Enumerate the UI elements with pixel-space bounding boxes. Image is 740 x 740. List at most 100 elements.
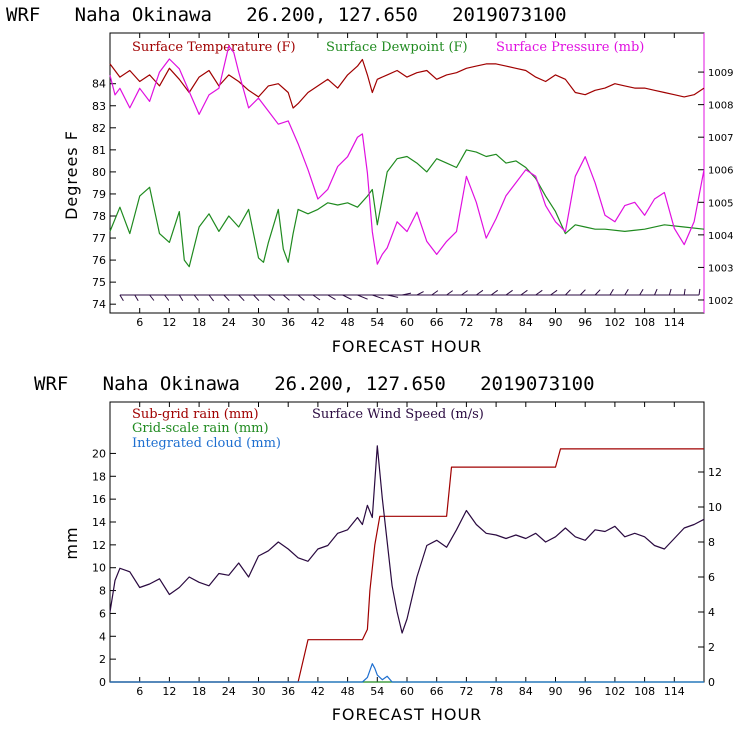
y-tick-label: 79: [92, 188, 106, 201]
wind-barb: [282, 294, 290, 301]
sub-grid-rain-line: [110, 448, 704, 683]
x-tick-label: 60: [400, 316, 414, 329]
y-tick-label: 16: [92, 493, 106, 506]
y2-tick-label: 1009: [708, 68, 733, 79]
panel-1-y-axis-label: Degrees F: [62, 130, 81, 220]
panel-1-x-axis-label: FORECAST HOUR: [332, 337, 483, 356]
y2-tick-label: 1006: [708, 166, 733, 177]
x-tick-label: 78: [489, 685, 503, 698]
x-tick-label: 18: [192, 316, 206, 329]
y-tick-label: 8: [99, 585, 106, 598]
legend-surface-dewpoint: Surface Dewpoint (F): [326, 40, 468, 55]
y-tick-label: 83: [92, 100, 106, 113]
panel-1-x-axis: 6 12 18 24 30 36 42 48 54 60 66 72 78 84 90 96 102 108 114: [136, 33, 685, 329]
x-tick-label: 42: [311, 316, 325, 329]
wind-barb: [327, 294, 336, 301]
wind-barb: [520, 289, 528, 296]
panel-1-series: [109, 45, 705, 268]
panel-2-x-axis: 6 12 18 24 30 36 42 48 54 60 66 72 78 84 90 96 102 108 114: [136, 402, 685, 698]
x-tick-label: 102: [604, 316, 625, 329]
legend-surface-temperature: Surface Temperature (F): [132, 40, 296, 55]
surface-dewpoint-line: [109, 149, 705, 268]
panel-1-y2-axis: 1002 1003 1004 1005 1006 1007 1008 1009: [698, 68, 733, 307]
integrated-cloud-line: [110, 663, 704, 683]
x-tick-label: 72: [459, 316, 473, 329]
y-tick-label: 6: [99, 607, 106, 620]
panel-2-y-axis-label: mm: [62, 526, 81, 559]
x-tick-label: 24: [222, 685, 236, 698]
x-tick-label: 84: [519, 316, 533, 329]
y2-tick-label: 1002: [708, 296, 733, 307]
wind-barb: [149, 294, 155, 301]
x-tick-label: 36: [281, 316, 295, 329]
wind-barb: [416, 291, 424, 296]
x-tick-label: 78: [489, 316, 503, 329]
x-tick-label: 102: [604, 685, 625, 698]
x-tick-label: 84: [519, 685, 533, 698]
wind-barb: [297, 294, 305, 301]
surface-pressure-line: [109, 45, 705, 265]
surface-temperature-line: [109, 58, 705, 109]
y-tick-label: 4: [99, 630, 106, 643]
panel-2-x-axis-label: FORECAST HOUR: [332, 705, 483, 724]
wind-barb: [253, 294, 260, 302]
panel-1-y-axis: 74 75 76 77 78 79 80 81 82 83 84: [92, 78, 116, 311]
x-tick-label: 72: [459, 685, 473, 698]
y2-tick-label: 1008: [708, 101, 733, 112]
wind-barb: [446, 290, 453, 296]
x-tick-label: 66: [430, 685, 444, 698]
legend-integrated-cloud: Integrated cloud (mm): [132, 436, 281, 451]
y-tick-label: 20: [92, 447, 106, 460]
x-tick-label: 108: [634, 685, 655, 698]
y-tick-label: 80: [92, 166, 106, 179]
y-tick-label: 10: [92, 562, 106, 575]
x-tick-label: 48: [341, 316, 355, 329]
wind-barb: [683, 288, 686, 296]
x-tick-label: 12: [162, 316, 176, 329]
x-tick-label: 36: [281, 685, 295, 698]
x-tick-label: 18: [192, 685, 206, 698]
wind-barb: [639, 288, 644, 296]
wind-barbs: [119, 288, 701, 302]
wind-barb: [372, 294, 384, 300]
y2-tick-label: 1003: [708, 263, 733, 274]
x-tick-label: 48: [341, 685, 355, 698]
legend-surface-wind-speed: Surface Wind Speed (m/s): [312, 407, 484, 422]
x-tick-label: 54: [370, 316, 384, 329]
wind-barb: [193, 294, 199, 301]
wind-barb: [431, 290, 439, 296]
x-tick-label: 12: [162, 685, 176, 698]
y-tick-label: 14: [92, 516, 106, 529]
y-tick-label: 18: [92, 470, 106, 483]
wind-barb: [238, 294, 245, 302]
x-tick-label: 90: [549, 685, 563, 698]
x-tick-label: 6: [136, 685, 143, 698]
y2-tick-label: 1005: [708, 198, 733, 209]
panel-1: WRF Naha Okinawa 26.200, 127.650 2019073…: [6, 4, 733, 356]
y-tick-label: 81: [92, 144, 106, 157]
x-tick-label: 96: [578, 685, 592, 698]
wind-barb: [654, 288, 658, 296]
legend-sub-grid-rain: Sub-grid rain (mm): [132, 407, 259, 422]
wind-barb: [268, 294, 276, 301]
x-tick-label: 108: [634, 316, 655, 329]
wind-barb: [312, 294, 321, 301]
x-tick-label: 30: [252, 685, 266, 698]
y-tick-label: 76: [92, 254, 106, 267]
y2-tick-label: 8: [708, 536, 715, 549]
panel-2-series: [109, 445, 705, 683]
y-tick-label: 77: [92, 232, 106, 245]
y-tick-label: 74: [92, 298, 106, 311]
y-tick-label: 2: [99, 653, 106, 666]
wind-barb: [535, 289, 543, 296]
wind-barb: [698, 288, 701, 296]
wind-barb: [579, 289, 586, 296]
x-tick-label: 66: [430, 316, 444, 329]
wind-barb: [401, 292, 412, 296]
y-tick-label: 82: [92, 122, 106, 135]
wind-barb: [609, 288, 614, 296]
legend-grid-scale-rain: Grid-scale rain (mm): [132, 421, 269, 436]
panel-2: WRF Naha Okinawa 26.200, 127.650 2019073…: [34, 373, 722, 724]
wind-barb: [342, 294, 352, 300]
x-tick-label: 54: [370, 685, 384, 698]
